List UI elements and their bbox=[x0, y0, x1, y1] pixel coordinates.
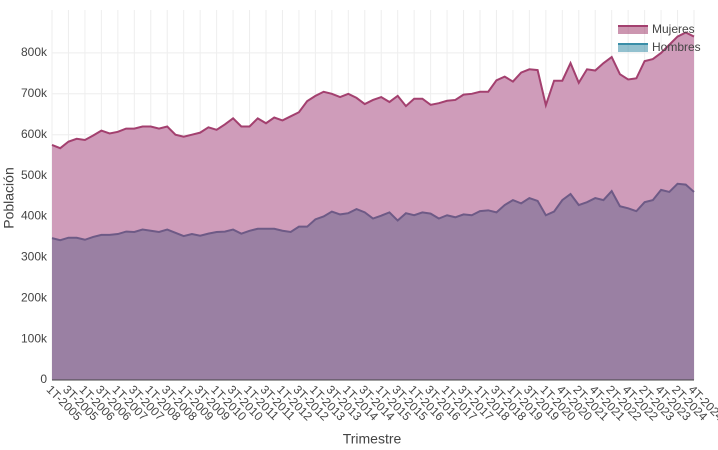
y-tick-label: 100k bbox=[21, 331, 48, 345]
line bbox=[51, 31, 695, 150]
y-tick-label: 300k bbox=[21, 250, 48, 264]
legend-label: Hombres bbox=[652, 40, 701, 54]
y-tick-label: 400k bbox=[21, 209, 48, 223]
y-tick-label: 0 bbox=[40, 372, 47, 386]
line bbox=[51, 182, 695, 242]
y-tick-label: 800k bbox=[21, 45, 48, 59]
legend-swatch bbox=[618, 44, 648, 52]
y-axis-title: Población bbox=[1, 167, 17, 229]
legend-swatch bbox=[618, 26, 648, 34]
y-tick-label: 200k bbox=[21, 290, 48, 304]
x-axis-title: Trimestre bbox=[343, 431, 402, 447]
y-tick-label: 500k bbox=[21, 168, 48, 182]
legend-label: Mujeres bbox=[652, 22, 695, 36]
y-tick-label: 700k bbox=[21, 86, 48, 100]
y-tick-label: 600k bbox=[21, 127, 48, 141]
